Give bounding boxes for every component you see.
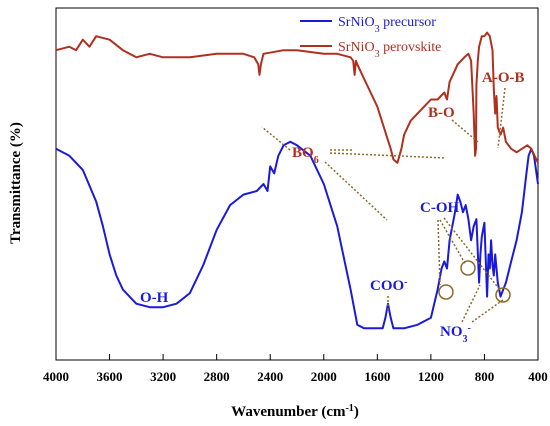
annotation-coo: COO- (370, 277, 408, 295)
plot-area (55, 7, 539, 361)
x-tick-label: 2400 (257, 369, 283, 384)
plot-frame (55, 7, 539, 361)
series-line-perovskite (55, 31, 539, 164)
arrow-no3-1 (461, 284, 481, 323)
legend-label-precursor: SrNiO3 precursor (338, 15, 436, 35)
y-axis-label: Transmittance (%) (8, 122, 24, 244)
x-tick-label: 800 (475, 369, 495, 384)
annotation-no3: NO3- (440, 323, 471, 345)
x-tick-label: 1600 (364, 369, 390, 384)
arrow-coh-1 (437, 219, 441, 286)
annotation-arrows (261, 87, 511, 323)
annotation-coh: C-OH (420, 200, 459, 216)
legend-label-perovskite: SrNiO3 perovskite (338, 40, 441, 60)
arrow-coh-2 (439, 219, 467, 266)
series-group (55, 31, 539, 330)
coh-marker-3 (495, 287, 511, 303)
arrow-bo6-1450 (324, 161, 388, 221)
x-axis-ticks: 4000 3600 3200 2800 2400 2000 1600 1200 800 400 (43, 354, 548, 384)
x-tick-label: 2800 (204, 369, 230, 384)
x-tick-label: 3200 (150, 369, 176, 384)
arrow-bo6-2480 (261, 126, 291, 151)
arrow-no3-2 (471, 299, 504, 323)
x-tick-label: 1200 (418, 369, 444, 384)
coh-marker-1 (438, 284, 454, 300)
arrow-coh-3 (443, 217, 501, 291)
series-line-precursor (55, 140, 539, 330)
x-axis-label: Wavenumber (cm-1) (231, 403, 359, 421)
legend: SrNiO3 precursor SrNiO3 perovskite (300, 15, 441, 60)
arrow-a-o-b (497, 87, 506, 149)
arrow-b-o (451, 119, 479, 143)
coh-marker-2 (460, 260, 476, 276)
annotation-oh: O-H (140, 290, 169, 306)
x-tick-label: 4000 (43, 369, 69, 384)
arrow-bo6-1080 (329, 152, 447, 159)
annotation-b-o: B-O (428, 105, 455, 121)
annotation-bo6: BO6 (292, 145, 319, 166)
x-tick-label: 2000 (311, 369, 337, 384)
x-tick-label: 3600 (97, 369, 123, 384)
annotation-a-o-b: A-O-B (482, 70, 525, 86)
annotations: O-H COO- C-OH NO3- BO6 B-O A-O-B (140, 70, 525, 345)
x-tick-label: 400 (528, 369, 548, 384)
